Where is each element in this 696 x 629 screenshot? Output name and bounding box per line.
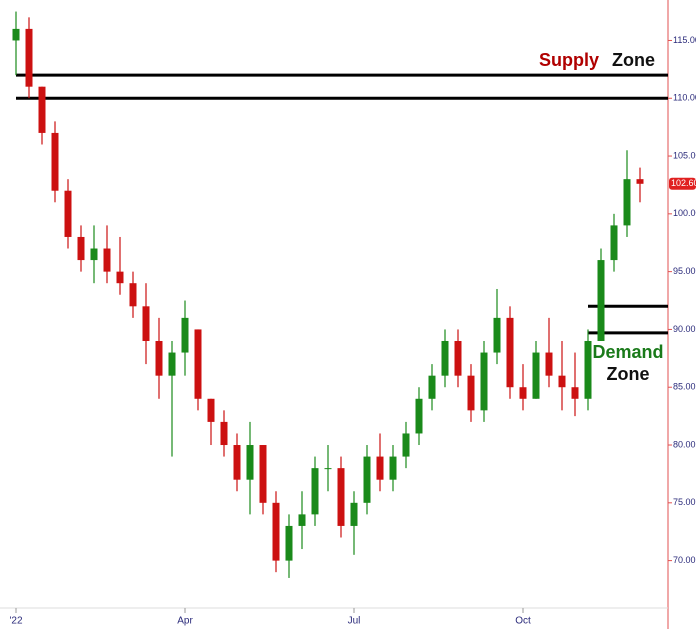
candle-body [64, 190, 72, 237]
candle-body [493, 317, 501, 353]
candle-body [51, 132, 59, 191]
candle-body [103, 248, 111, 272]
supply-zone-label: Zone [612, 50, 655, 70]
x-tick-label: Oct [515, 616, 531, 627]
demand-zone-label: Zone [607, 364, 650, 384]
candle-body [454, 340, 462, 376]
candle-body [233, 445, 241, 480]
candle-body [272, 502, 280, 561]
candle-body [636, 179, 644, 184]
y-tick-label: 95.00 [673, 266, 696, 276]
candle-body [415, 398, 423, 434]
candle-body [545, 352, 553, 376]
demand-label: Demand [592, 342, 663, 362]
y-tick-label: 90.00 [673, 324, 696, 334]
y-tick-label: 115.00 [673, 35, 696, 45]
candle-body [506, 317, 514, 388]
candle-body [597, 260, 605, 341]
y-tick-label: 100.00 [673, 208, 696, 218]
candle-body [12, 28, 20, 41]
candle-body [90, 248, 98, 261]
candle-body [324, 468, 332, 470]
candle-body [246, 445, 254, 480]
candle-body [168, 352, 176, 376]
candle-body [207, 398, 215, 422]
candle-body [558, 375, 566, 388]
last-price-box [669, 177, 696, 190]
y-tick-label: 110.00 [673, 93, 696, 103]
candle-body [38, 86, 46, 133]
candle-body [116, 271, 124, 284]
candle-body [220, 421, 228, 446]
candle-body [610, 225, 618, 261]
candle-body [25, 28, 33, 87]
x-tick-label: '22 [9, 616, 22, 627]
x-tick-label: Jul [348, 616, 361, 627]
candle-body [402, 433, 410, 457]
candle-body [480, 352, 488, 411]
y-tick-label: 75.00 [673, 497, 696, 507]
candle-body [532, 352, 540, 399]
candle-body [259, 445, 267, 503]
candle-body [129, 283, 137, 307]
y-tick-label: 105.00 [673, 150, 696, 160]
last-price-label: 102.60 [671, 178, 696, 188]
candle-body [519, 387, 527, 399]
candle-body [337, 468, 345, 526]
candle-body [350, 502, 358, 526]
candle-body [428, 375, 436, 399]
candle-body [623, 179, 631, 226]
candle-body [181, 317, 189, 353]
candle-body [285, 525, 293, 561]
candle-body [142, 306, 150, 341]
candle-body [311, 468, 319, 515]
x-tick-label: Apr [177, 616, 193, 627]
candle-body [363, 456, 371, 503]
candle-body [467, 375, 475, 411]
candle-body [155, 340, 163, 376]
candle-body [584, 340, 592, 399]
y-tick-label: 70.00 [673, 555, 696, 565]
y-tick-label: 85.00 [673, 382, 696, 392]
candle-body [298, 514, 306, 526]
candle-body [389, 456, 397, 480]
y-tick-label: 80.00 [673, 439, 696, 449]
supply-label: Supply [539, 50, 599, 70]
candle-body [571, 387, 579, 399]
candle-body [194, 329, 202, 399]
candle-body [77, 236, 85, 261]
candle-body [441, 340, 449, 376]
candle-body [376, 456, 384, 480]
